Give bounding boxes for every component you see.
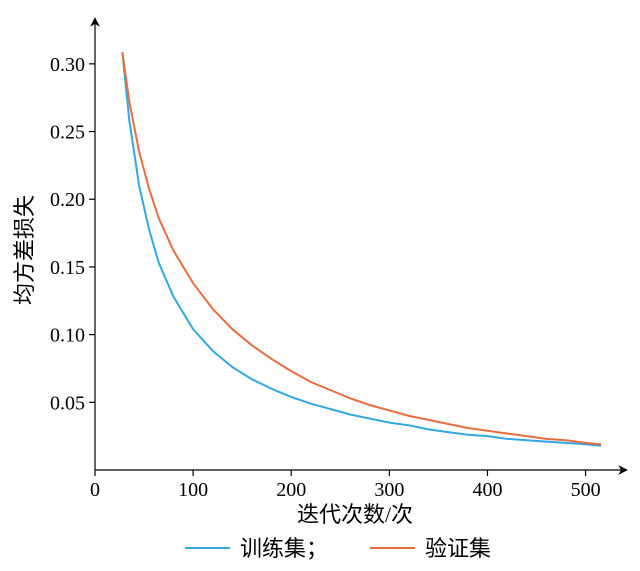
y-axis-label: 均方差损失 [12,195,37,305]
x-tick-label: 300 [374,479,404,501]
y-tick-label: 0.10 [50,325,85,347]
y-tick-label: 0.20 [50,189,85,211]
x-tick-label: 200 [276,479,306,501]
x-tick-label: 100 [178,479,208,501]
y-tick-label: 0.30 [50,54,85,76]
x-tick-label: 0 [90,479,100,501]
x-tick-label: 500 [571,479,601,501]
loss-curve-chart: { "chart": { "type": "line", "canvas": {… [0,0,640,571]
y-tick-label: 0.25 [50,122,85,144]
legend-label-train: 训练集； [240,536,328,561]
x-tick-label: 400 [472,479,502,501]
x-axis-label: 迭代次数/次 [297,502,413,527]
y-tick-label: 0.15 [50,257,85,279]
y-tick-label: 0.05 [50,392,85,414]
legend-label-valid: 验证集 [425,536,491,561]
chart-svg: 0 100 200 300 400 500 0.05 0.10 0.15 0.20 0.25 0.30… [0,0,640,571]
